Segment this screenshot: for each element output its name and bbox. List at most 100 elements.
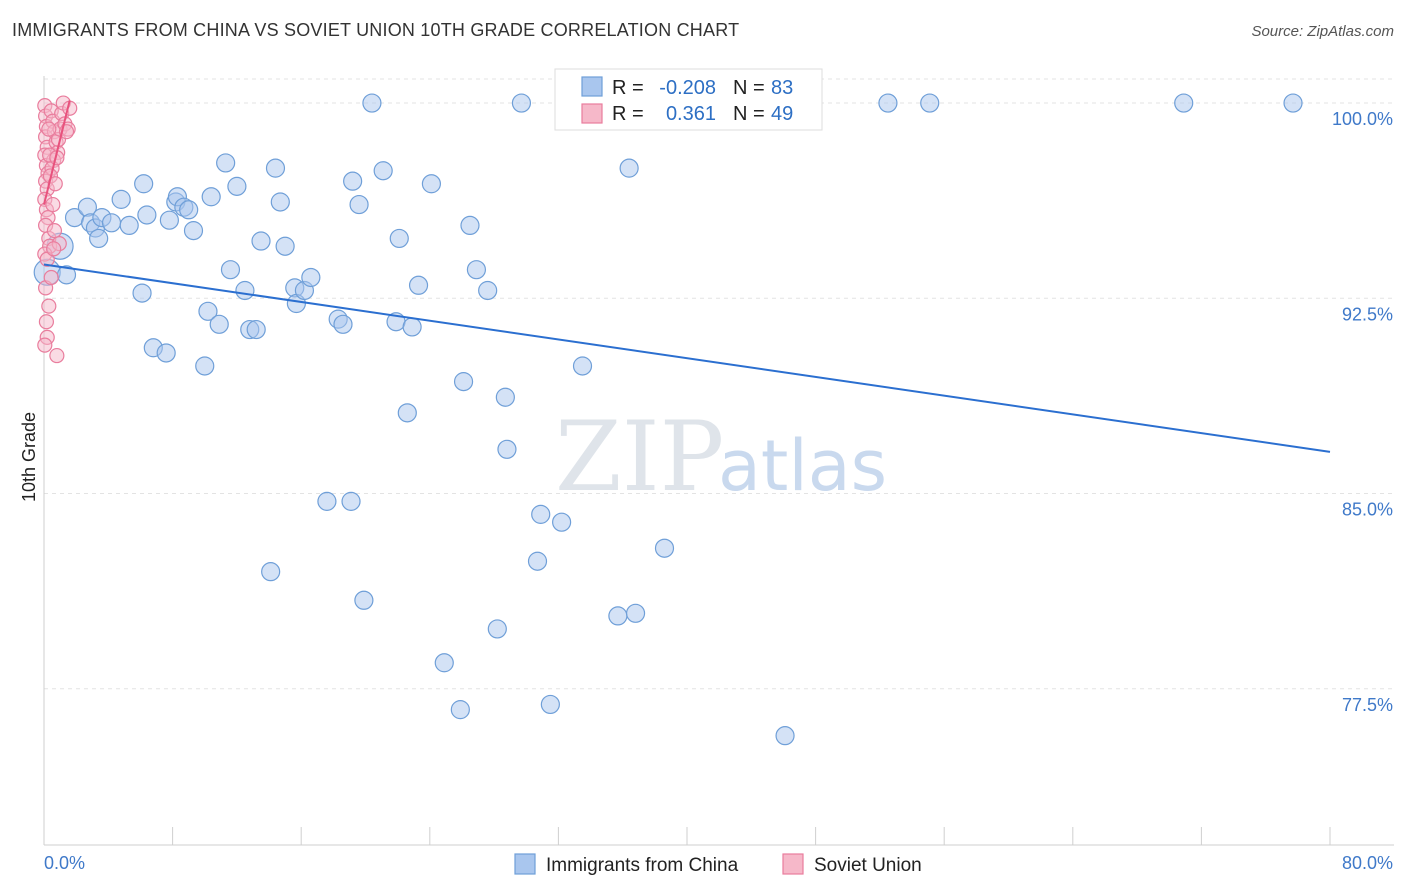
china-point-68	[531, 504, 551, 524]
china-point-24	[198, 301, 218, 321]
china-point-65	[497, 439, 517, 459]
soviet-trend-line	[43, 100, 71, 205]
soviet-point-22	[49, 347, 65, 364]
bottom-legend-china-swatch	[514, 853, 536, 875]
legend-china-n-value: 83	[771, 77, 793, 99]
china-point-35	[265, 158, 286, 178]
china-point-21	[179, 200, 199, 220]
legend: R = -0.208 N = 83 R = 0.361 N = 49	[554, 68, 823, 131]
china-point-36	[270, 192, 290, 212]
china-point-74	[619, 158, 639, 178]
legend-soviet-n-label: N =	[733, 103, 765, 125]
china-point-28	[220, 260, 241, 280]
china-point-76	[654, 538, 675, 558]
china-point-53	[397, 403, 417, 423]
x-tick-label-max: 80.0%	[1342, 853, 1393, 873]
watermark-zip: ZIP	[555, 401, 724, 513]
soviet-point-47	[43, 269, 59, 286]
legend-soviet-r-value: 0.361	[666, 103, 716, 125]
china-point-49	[362, 93, 382, 113]
china-point-73	[608, 606, 628, 626]
soviet-point-18	[41, 298, 57, 314]
soviet-point-21	[37, 337, 53, 353]
x-axis-ticks	[43, 827, 1331, 845]
china-point-7	[89, 228, 109, 249]
china-point-57	[434, 653, 454, 673]
china-point-55	[408, 275, 429, 295]
china-point-12	[132, 283, 152, 303]
china-point-29	[227, 176, 247, 196]
china-point-64	[495, 387, 515, 407]
china-point-80	[920, 93, 940, 113]
china-point-45	[341, 491, 361, 511]
china-point-70	[552, 512, 572, 532]
china-point-44	[333, 314, 353, 334]
china-point-34	[261, 562, 281, 582]
china-point-59	[453, 372, 474, 392]
y-tick-label-0: 100.0%	[1332, 109, 1393, 129]
china-point-33	[251, 231, 271, 251]
china-point-54	[402, 317, 422, 337]
china-point-81	[1174, 93, 1194, 113]
china-point-26	[209, 314, 229, 334]
china-point-58	[450, 700, 470, 720]
y-tick-label-3: 77.5%	[1342, 695, 1393, 715]
china-point-25	[201, 187, 221, 207]
y-tick-label-1: 92.5%	[1342, 304, 1393, 324]
x-tick-label-min: 0.0%	[44, 853, 85, 873]
china-point-72	[572, 356, 593, 376]
china-point-79	[878, 93, 898, 113]
source-credit: Source: ZipAtlas.com	[1251, 23, 1394, 40]
chart-title: IMMIGRANTS FROM CHINA VS SOVIET UNION 10…	[12, 20, 740, 40]
soviet-point-40	[45, 196, 61, 213]
legend-china-r-value: -0.208	[659, 77, 716, 99]
china-point-11	[119, 215, 139, 236]
bottom-legend-soviet-label: Soviet Union	[814, 855, 922, 876]
china-point-17	[159, 210, 179, 230]
china-point-9	[101, 213, 122, 233]
china-point-75	[625, 603, 646, 623]
legend-china-n-label: N =	[733, 77, 765, 99]
china-point-32	[246, 319, 266, 340]
china-point-10	[111, 189, 131, 209]
china-point-69	[540, 694, 560, 715]
china-point-27	[216, 153, 236, 173]
legend-china-swatch	[581, 76, 603, 97]
china-point-13	[134, 174, 154, 194]
legend-soviet-swatch	[581, 103, 603, 124]
china-trend-line	[43, 263, 1331, 453]
china-point-30	[235, 280, 255, 301]
china-point-16	[156, 343, 176, 363]
china-point-41	[301, 267, 321, 288]
bottom-legend: Immigrants from China Soviet Union	[514, 853, 922, 876]
legend-china-r-label: R =	[612, 77, 644, 99]
china-point-48	[354, 590, 374, 610]
china-point-47	[349, 194, 369, 215]
trend-lines	[43, 100, 1331, 453]
soviet-point-48	[46, 241, 62, 257]
china-point-82	[1283, 93, 1303, 113]
china-point-23	[195, 356, 215, 376]
bottom-legend-china-label: Immigrants from China	[546, 855, 739, 876]
legend-soviet-n-value: 49	[771, 103, 793, 125]
watermark-atlas: atlas	[718, 425, 887, 507]
soviet-point-42	[41, 121, 57, 137]
china-point-56	[421, 174, 442, 194]
gridlines	[44, 78, 1394, 690]
china-point-52	[389, 228, 409, 249]
bottom-legend-soviet-swatch	[782, 853, 804, 875]
soviet-point-19	[38, 314, 55, 330]
china-point-63	[487, 619, 507, 639]
china-point-50	[373, 161, 393, 181]
china-point-22	[183, 221, 204, 241]
soviet-point-43	[46, 223, 63, 239]
china-point-14	[137, 205, 157, 225]
china-point-37	[275, 236, 295, 256]
y-axis-label: 10th Grade	[19, 412, 39, 502]
china-point-78	[775, 726, 795, 746]
china-point-62	[478, 280, 498, 301]
series-soviet-points	[37, 95, 78, 364]
china-point-42	[317, 491, 337, 511]
china-point-60	[460, 215, 480, 236]
legend-soviet-r-label: R =	[612, 103, 644, 125]
